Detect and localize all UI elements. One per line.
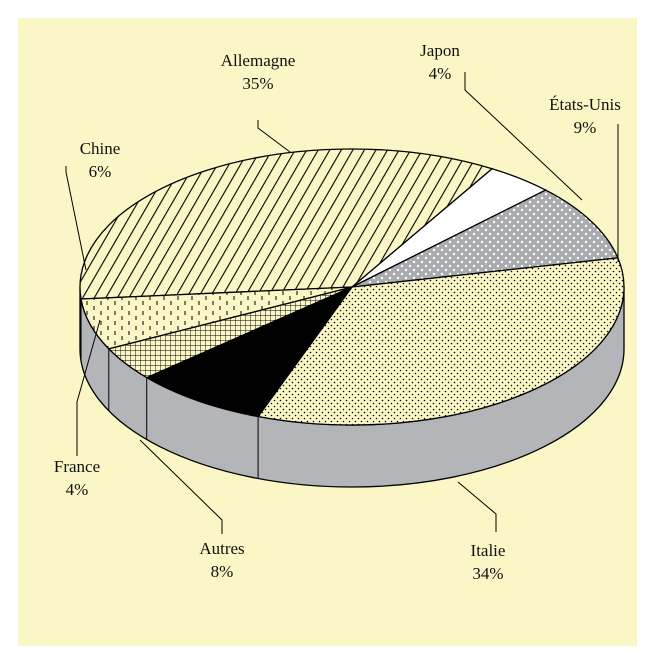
slice-label-etats-unis: États-Unis xyxy=(549,95,621,114)
slice-labels: Allemagne 35% Japon 4% États-Unis 9% Italie 34%… xyxy=(54,41,621,583)
pie-slice-etats-unis xyxy=(351,189,619,288)
slice-label-allemagne: Allemagne xyxy=(221,51,296,70)
leader-line-autres xyxy=(139,439,223,534)
slice-label-chine: Chine xyxy=(80,139,121,158)
slice-value-france: 4% xyxy=(66,480,89,499)
slice-value-etats-unis: 9% xyxy=(574,118,597,137)
slice-label-france: France xyxy=(54,457,100,476)
slice-value-japon: 4% xyxy=(429,64,452,83)
slice-label-italie: Italie xyxy=(471,541,506,560)
pie-slice-chine xyxy=(80,286,353,350)
pie-slice-allemagne xyxy=(79,148,494,300)
leader-line-france xyxy=(76,319,101,456)
slice-value-allemagne: 35% xyxy=(242,74,273,93)
leader-line-japon xyxy=(464,72,583,201)
pie-slice-autres xyxy=(145,285,354,418)
leader-line-allemagne xyxy=(257,120,291,153)
slice-value-chine: 6% xyxy=(89,162,112,181)
leader-lines xyxy=(65,72,619,534)
slice-value-autres: 8% xyxy=(211,562,234,581)
pie-slice-italie xyxy=(256,257,625,426)
pie-top xyxy=(79,148,625,426)
leader-line-chine xyxy=(65,166,87,271)
slice-value-italie: 34% xyxy=(472,564,503,583)
slice-label-autres: Autres xyxy=(199,539,244,558)
slice-label-japon: Japon xyxy=(420,41,460,60)
leader-line-italie xyxy=(457,481,497,532)
